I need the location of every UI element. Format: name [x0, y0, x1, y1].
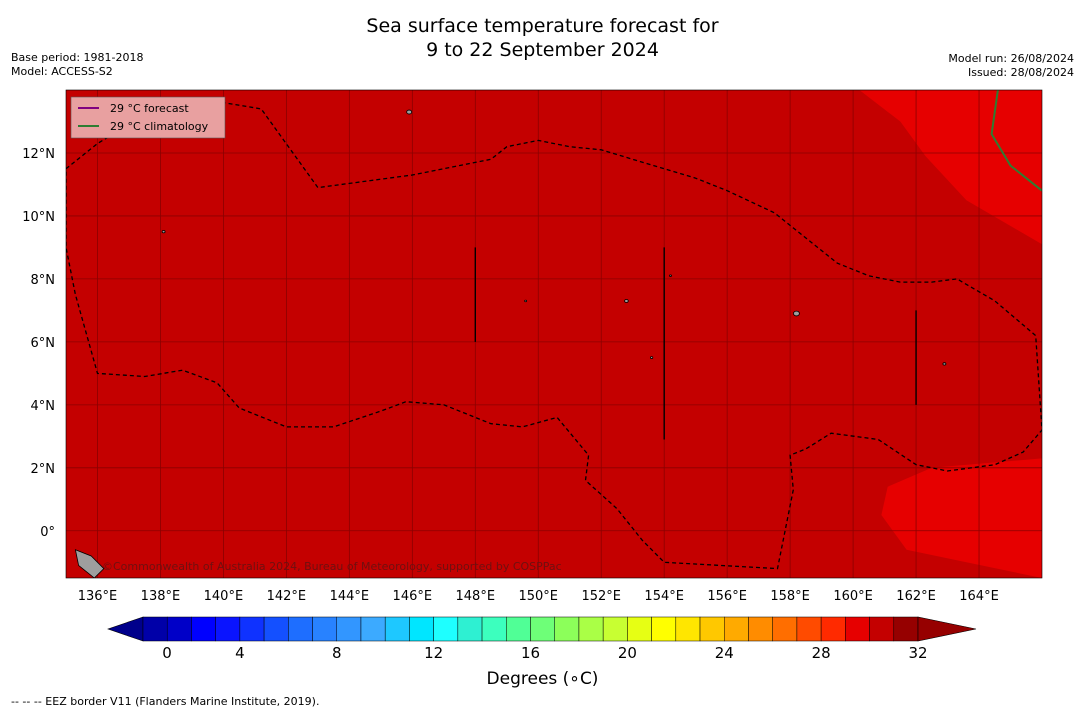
base-period: Base period: 1981-2018: [11, 51, 144, 64]
title-line-2: 9 to 22 September 2024: [426, 39, 659, 61]
y-tick-label: 0°: [40, 525, 55, 540]
colorbar-cell: [481, 616, 507, 642]
y-tick-label: 4°N: [31, 399, 56, 414]
x-tick-label: 150°E: [518, 589, 558, 604]
colorbar-cell: [845, 616, 870, 642]
model-name: Model: ACCESS-S2: [11, 65, 113, 78]
issued-date: Issued: 28/08/2024: [967, 66, 1074, 79]
colorbar-cell: [675, 616, 701, 642]
y-tick-label: 10°N: [22, 210, 55, 225]
colorbar-cell: [627, 616, 652, 642]
colorbar-cell: [288, 616, 313, 642]
colorbar-cell: [893, 616, 919, 642]
legend-box: [70, 96, 226, 139]
x-tick-label: 144°E: [330, 589, 370, 604]
colorbar-cell: [166, 616, 192, 642]
colorbar-cell: [506, 616, 531, 642]
copyright-text: ©Commonwealth of Australia 2024, Bureau …: [102, 560, 562, 573]
colorbar-cell: [602, 616, 628, 642]
colorbar-tick-label: 8: [332, 644, 342, 662]
contour-line-2: [990, 90, 1042, 192]
sst-background: [66, 90, 1042, 578]
colorbar-cell: [820, 616, 846, 642]
island: [524, 299, 528, 303]
x-tick-label: 156°E: [707, 589, 747, 604]
island-land: [74, 549, 105, 578]
x-tick-label: 146°E: [393, 589, 433, 604]
y-tick-label: 6°N: [31, 336, 56, 351]
colorbar-cell: [239, 616, 265, 642]
title-line-1: Sea surface temperature forecast for: [366, 15, 719, 37]
eez-border-line: [66, 101, 1042, 570]
issue-info: Model run: 26/08/2024 Issued: 28/08/2024: [948, 52, 1074, 80]
x-tick-label: 140°E: [204, 589, 244, 604]
x-tick-label: 158°E: [770, 589, 810, 604]
colorbar-tick-label: 0: [162, 644, 172, 662]
colorbar-label: Degrees (∘C): [486, 669, 599, 689]
colorbar-cell: [433, 616, 459, 642]
colorbar-cell: [748, 616, 773, 642]
x-tick-label: 138°E: [141, 589, 181, 604]
x-tick-label: 136°E: [78, 589, 118, 604]
island: [942, 362, 947, 366]
colorbar-cell: [530, 616, 555, 642]
island: [406, 109, 413, 115]
colorbar-tick-label: 24: [715, 644, 734, 662]
colorbar-extend-high: [917, 616, 977, 642]
colorbar-cell: [554, 616, 580, 642]
colorbar: 0 4 8 12 16 20 24 28 32: [107, 616, 977, 662]
legend-label-1: 29 °C forecast: [110, 102, 189, 115]
colorbar-tick-label: 12: [424, 644, 443, 662]
colorbar-cell: [215, 616, 241, 642]
colorbar-cell: [191, 616, 216, 642]
x-tick-label: 154°E: [644, 589, 684, 604]
x-tick-label: 162°E: [896, 589, 936, 604]
colorbar-cell: [699, 616, 725, 642]
y-tick-label: 8°N: [31, 273, 56, 288]
plot-area: ©Commonwealth of Australia 2024, Bureau …: [66, 90, 1042, 578]
island: [669, 274, 672, 277]
chart-title: Sea surface temperature forecast for 9 t…: [0, 14, 1085, 62]
x-tick-label: 160°E: [833, 589, 873, 604]
legend: 29 °C forecast 29 °C climatology: [70, 96, 226, 139]
legend-label-2: 29 °C climatology: [110, 120, 209, 133]
colorbar-extend-low: [107, 616, 144, 642]
colorbar-tick-label: 20: [618, 644, 637, 662]
x-tick-label: 148°E: [456, 589, 496, 604]
island: [161, 230, 166, 234]
plot-frame: [65, 89, 1043, 579]
island: [649, 356, 654, 359]
colorbar-tick-label: 16: [521, 644, 540, 662]
colorbar-cell: [772, 616, 798, 642]
y-tick-label: 12°N: [22, 147, 55, 162]
x-tick-label: 142°E: [267, 589, 307, 604]
colorbar-cell: [409, 616, 434, 642]
colorbar-cell: [651, 616, 677, 642]
colorbar-cell: [724, 616, 749, 642]
colorbar-cell: [312, 616, 337, 642]
y-tick-label: 2°N: [31, 462, 56, 477]
colorbar-cell: [336, 616, 362, 642]
colorbar-cell: [796, 616, 822, 642]
footer-note: -- -- -- EEZ border V11 (Flanders Marine…: [11, 695, 320, 708]
colorbar-cell: [142, 616, 168, 642]
island: [793, 310, 800, 317]
island: [624, 299, 629, 303]
colorbar-cell: [578, 616, 604, 642]
colorbar-tick-label: 4: [235, 644, 245, 662]
colorbar-cell: [457, 616, 483, 642]
model-info: Base period: 1981-2018 Model: ACCESS-S2: [11, 51, 143, 79]
warm-region-1: [859, 90, 1042, 245]
colorbar-cell: [360, 616, 386, 642]
warm-region-2: [881, 458, 1042, 578]
x-tick-label: 152°E: [581, 589, 621, 604]
colorbar-cell: [384, 616, 410, 642]
colorbar-tick-label: 32: [908, 644, 927, 662]
colorbar-tick-label: 28: [812, 644, 831, 662]
x-tick-label: 164°E: [959, 589, 999, 604]
model-run: Model run: 26/08/2024: [948, 52, 1074, 65]
colorbar-cell: [263, 616, 289, 642]
colorbar-cell: [869, 616, 895, 642]
